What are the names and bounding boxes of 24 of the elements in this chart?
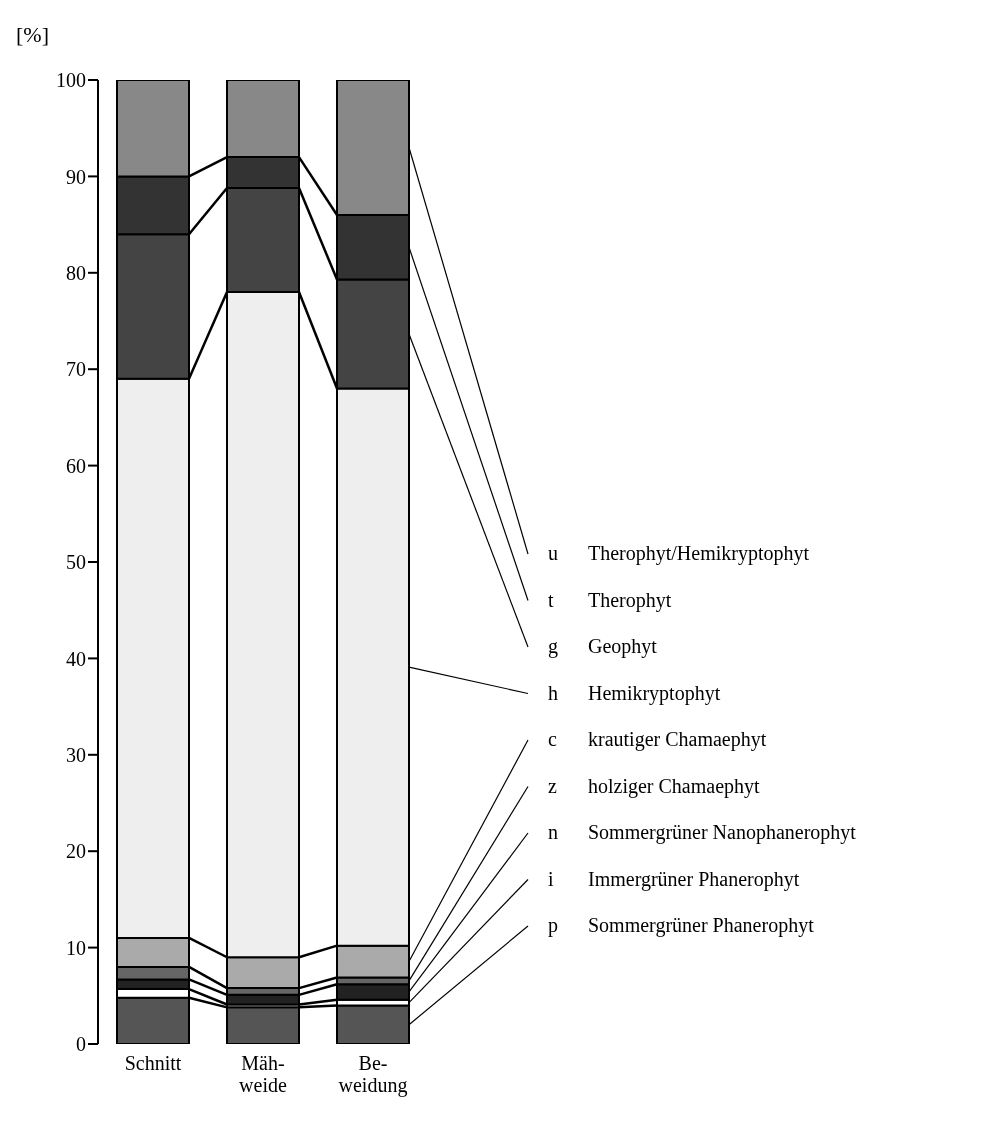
- text: i Immergrüner Phanerophyt: [548, 867, 800, 890]
- text: p Sommergrüner Phanerophyt: [548, 914, 814, 936]
- y-tick-label: 80: [66, 261, 86, 284]
- text: z holziger Chamaephyt: [548, 774, 760, 797]
- text: h Hemikryptophyt: [548, 681, 721, 704]
- text: c krautiger Chamaephyt: [548, 728, 767, 750]
- text: t Therophyt: [548, 588, 672, 611]
- y-tick-label: 30: [66, 743, 86, 766]
- y-tick-label: 0: [76, 1033, 86, 1056]
- y-tick-label: 90: [66, 165, 86, 188]
- y-tick-label: 50: [66, 551, 86, 574]
- x-tick-label: Mäh- weide: [239, 1052, 287, 1096]
- y-tick-label: 70: [66, 358, 86, 381]
- text: u Therophyt/Hemikryptophyt: [548, 542, 810, 564]
- y-tick-label: 20: [66, 840, 86, 863]
- text: g Geophyt: [548, 635, 657, 657]
- y-axis-title: [%]: [16, 22, 49, 48]
- text: n Sommergrüner Nanophanerophyt: [548, 821, 856, 843]
- y-tick-label: 60: [66, 454, 86, 477]
- x-tick-label: Be- weidung: [338, 1052, 408, 1097]
- y-tick-label: 40: [66, 647, 86, 670]
- y-tick-label: 100: [56, 69, 86, 92]
- x-tick-label: Schnitt: [124, 1052, 182, 1074]
- y-tick-label: 10: [66, 936, 86, 959]
